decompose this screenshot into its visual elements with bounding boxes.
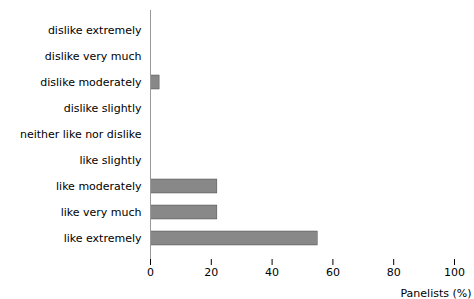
svg-text:neither like nor dislike: neither like nor dislike — [20, 128, 142, 141]
svg-text:dislike slightly: dislike slightly — [64, 102, 142, 115]
svg-text:40: 40 — [265, 266, 279, 279]
svg-text:80: 80 — [387, 266, 401, 279]
svg-text:dislike extremely: dislike extremely — [48, 24, 142, 37]
svg-text:dislike very much: dislike very much — [45, 50, 142, 63]
svg-text:0: 0 — [147, 266, 154, 279]
svg-text:60: 60 — [326, 266, 340, 279]
svg-text:like extremely: like extremely — [64, 232, 142, 245]
svg-text:20: 20 — [204, 266, 218, 279]
svg-text:100: 100 — [444, 266, 465, 279]
svg-text:Panelists (%): Panelists (%) — [400, 287, 471, 299]
svg-text:like slightly: like slightly — [79, 154, 142, 167]
svg-text:like very much: like very much — [61, 206, 142, 219]
svg-text:dislike moderately: dislike moderately — [40, 76, 142, 89]
svg-text:like moderately: like moderately — [56, 180, 142, 193]
